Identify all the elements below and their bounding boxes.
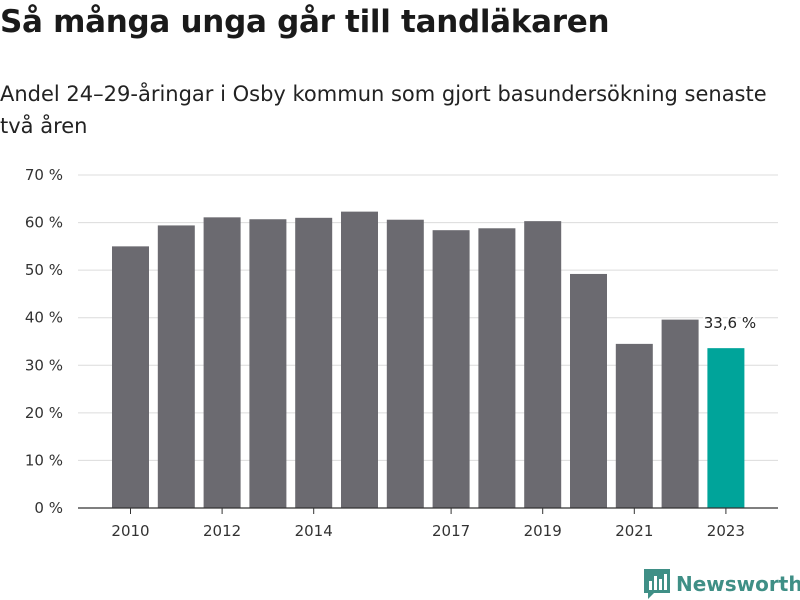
x-tick-label: 2012 <box>203 522 241 540</box>
y-tick-label: 70 % <box>25 166 63 184</box>
brand-logo: Newsworthy <box>644 569 800 599</box>
y-tick-label: 0 % <box>34 499 63 517</box>
bar-2023 <box>707 348 745 508</box>
bar-series <box>112 211 745 509</box>
bar-2010 <box>112 246 149 508</box>
y-tick-label: 30 % <box>25 356 63 374</box>
x-tick-label: 2019 <box>524 522 562 540</box>
bar-chart: 0 % 10 % 20 % 30 % 40 % 50 % 60 % 70 % 2010 2012… <box>25 166 778 540</box>
y-axis: 0 % 10 % 20 % 30 % 40 % 50 % 60 % 70 % <box>25 166 63 517</box>
bar-2013 <box>249 219 287 508</box>
bar-2012 <box>203 217 241 509</box>
newsworthy-logo-icon <box>644 569 670 599</box>
x-axis: 2010 2012 2014 2017 2019 2021 2023 <box>78 507 778 540</box>
bar-2016 <box>386 219 424 508</box>
bar-2019 <box>524 221 562 508</box>
bar-2015 <box>341 211 378 508</box>
y-tick-label: 40 % <box>25 309 63 327</box>
x-tick-label: 2017 <box>432 522 470 540</box>
y-tick-label: 60 % <box>25 214 63 232</box>
x-tick-label: 2023 <box>707 522 745 540</box>
chart-title: Så många unga går till tandläkaren <box>0 4 610 40</box>
bar-2021 <box>615 343 653 508</box>
bar-2020 <box>570 273 607 508</box>
bar-2014 <box>295 217 333 509</box>
annotation-layer: 33,6 % <box>702 312 758 334</box>
x-tick-label: 2010 <box>111 522 149 540</box>
y-tick-label: 20 % <box>25 404 63 422</box>
y-tick-label: 10 % <box>25 451 63 469</box>
x-tick-label: 2014 <box>295 522 333 540</box>
bar-2011 <box>157 225 195 508</box>
bar-2018 <box>478 228 516 508</box>
y-tick-label: 50 % <box>25 261 63 279</box>
brand-name: Newsworthy <box>676 572 800 596</box>
highlight-value-label: 33,6 % <box>704 314 756 332</box>
chart-subtitle: Andel 24–29-åringar i Osby kommun som gj… <box>0 82 767 138</box>
bar-2022 <box>661 319 699 508</box>
x-tick-label: 2021 <box>615 522 653 540</box>
bar-2017 <box>432 230 470 508</box>
